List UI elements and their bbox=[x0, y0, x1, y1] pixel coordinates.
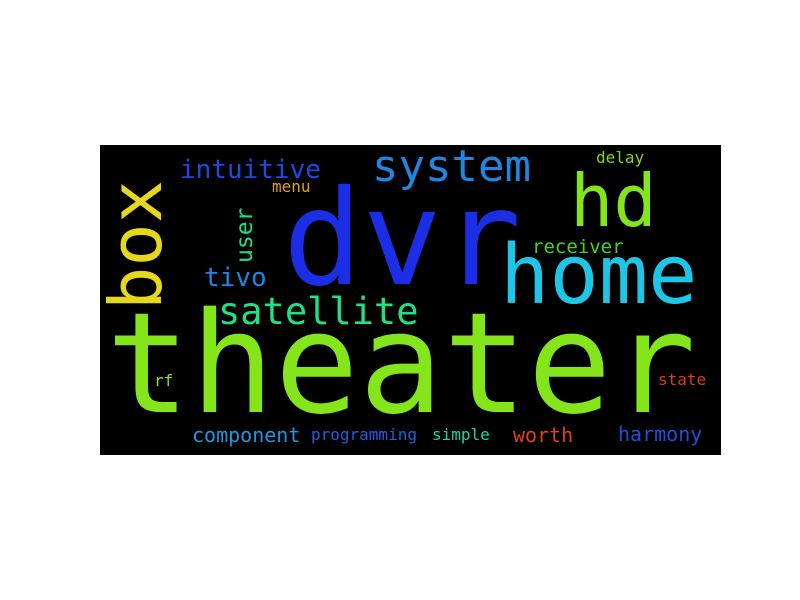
word-tivo: tivo bbox=[204, 263, 267, 293]
word-user: user bbox=[232, 207, 258, 263]
word-intuitive: intuitive bbox=[180, 155, 321, 185]
word-hd: hd bbox=[570, 159, 657, 243]
word-theater: theater bbox=[106, 283, 697, 446]
word-simple: simple bbox=[432, 425, 490, 444]
word-component: component bbox=[192, 423, 301, 447]
word-dvr: dvr bbox=[283, 162, 522, 316]
word-receiver: receiver bbox=[532, 236, 624, 258]
word-satellite: satellite bbox=[218, 290, 419, 333]
word-rf: rf bbox=[154, 371, 174, 390]
word-home: home bbox=[500, 228, 698, 323]
word-harmony: harmony bbox=[618, 422, 703, 446]
word-state: state bbox=[658, 370, 707, 389]
word-box: box bbox=[100, 179, 178, 310]
word-system: system bbox=[372, 145, 531, 192]
word-menu: menu bbox=[272, 177, 311, 196]
word-worth: worth bbox=[513, 423, 574, 447]
word-cloud: theater dvr home box hd system satellite… bbox=[100, 145, 721, 455]
word-delay: delay bbox=[596, 148, 645, 167]
word-programming: programming bbox=[311, 425, 417, 444]
